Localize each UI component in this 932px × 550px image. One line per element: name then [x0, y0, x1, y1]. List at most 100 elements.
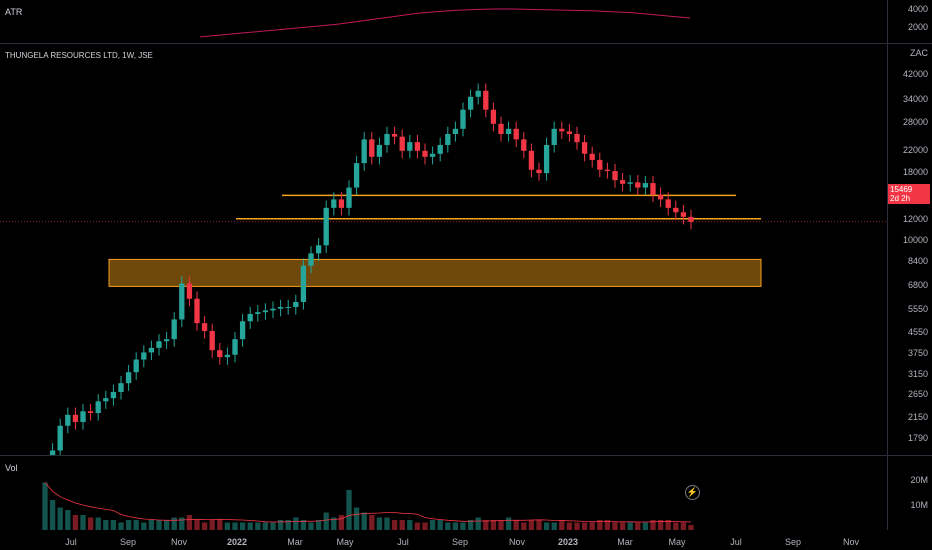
volume-bar — [232, 522, 238, 530]
candle-body — [300, 265, 307, 302]
candle-body — [536, 169, 542, 174]
candle-body — [232, 339, 238, 355]
volume-bar — [285, 520, 291, 530]
candle-body — [65, 414, 71, 426]
candle-body — [194, 298, 200, 324]
candle-body — [627, 182, 633, 184]
volume-bar — [467, 520, 474, 530]
symbol-title: THUNGELA RESOURCES LTD, 1W, JSE — [5, 51, 153, 60]
demand-zone — [108, 258, 762, 287]
candle — [72, 407, 79, 430]
candle-body — [688, 216, 694, 222]
candle-body — [574, 134, 580, 143]
volume-bar — [452, 522, 459, 530]
candle — [604, 162, 611, 179]
candle-body — [429, 153, 436, 157]
candle-body — [369, 139, 375, 157]
candle — [422, 143, 428, 165]
volume-bar — [650, 520, 656, 530]
volume-bar — [247, 522, 253, 530]
volume-bar — [612, 522, 618, 530]
price-tick: 2150 — [907, 412, 928, 422]
candle — [566, 124, 573, 142]
atr-chart — [199, 8, 691, 38]
pane-separator[interactable] — [0, 455, 932, 456]
candle — [163, 331, 170, 349]
volume-bar — [308, 522, 314, 530]
candle — [300, 258, 307, 310]
candle-body — [323, 207, 329, 246]
candle — [323, 200, 329, 253]
volume-bar — [376, 517, 383, 530]
volume-bar — [604, 520, 611, 530]
candle-body — [521, 139, 527, 151]
currency-label: ZAC — [910, 48, 928, 58]
candle — [179, 276, 185, 328]
date-tick: Jul — [730, 537, 742, 547]
volume-bar — [57, 507, 63, 530]
candle — [467, 89, 474, 118]
volume-bar — [597, 520, 603, 530]
candle — [490, 102, 497, 132]
volume-tick: 20M — [910, 475, 928, 485]
price-tick: 5550 — [907, 304, 928, 314]
candle — [574, 126, 580, 150]
candle-body — [581, 142, 588, 154]
volume-bar — [673, 522, 679, 530]
candle-body — [414, 142, 421, 151]
pane-separator[interactable] — [0, 43, 932, 44]
candle-body — [179, 283, 185, 320]
candle-body — [171, 319, 177, 340]
price-axis[interactable]: ZAC 42000 34000 28000 22000 18000 12000 … — [887, 44, 932, 455]
volume-bar — [361, 512, 367, 530]
candle — [543, 137, 550, 181]
candle-body — [338, 199, 345, 208]
candle-body — [452, 128, 459, 135]
candle-body — [657, 194, 664, 200]
volume-bar — [528, 520, 535, 530]
price-tick: 4550 — [907, 327, 928, 337]
price-tick: 28000 — [902, 117, 928, 127]
volume-bar — [346, 490, 352, 530]
candle — [391, 126, 398, 145]
volume-bar — [277, 520, 284, 530]
candle-body — [399, 136, 405, 151]
price-tick: 12000 — [902, 214, 928, 224]
candle-body — [475, 90, 481, 97]
candle-body — [247, 313, 253, 322]
volume-bar — [171, 517, 177, 530]
candle-body — [589, 153, 595, 160]
volume-bar — [293, 517, 299, 530]
candle-body — [87, 411, 94, 414]
price-tick: 1790 — [907, 433, 928, 443]
candle — [505, 121, 512, 142]
candle — [657, 187, 664, 207]
candle-body — [604, 169, 611, 172]
volume-label: Vol — [5, 463, 18, 473]
volume-bar — [521, 522, 527, 530]
volume-bar — [483, 520, 489, 530]
lightning-icon[interactable]: ⚡ — [685, 485, 700, 500]
volume-bar — [315, 520, 322, 530]
candle — [80, 404, 86, 430]
volume-bar — [141, 522, 147, 530]
volume-bar — [80, 515, 86, 530]
candle — [460, 102, 466, 137]
candle-body — [422, 150, 428, 157]
candle-body — [559, 128, 565, 132]
date-tick: Sep — [784, 537, 802, 547]
candle — [688, 209, 694, 230]
price-pane: THUNGELA RESOURCES LTD, 1W, JSE ZAC 4200… — [0, 44, 932, 500]
volume-bar — [72, 515, 79, 530]
candle — [315, 238, 322, 261]
candle-body — [528, 150, 535, 170]
candle-body — [460, 109, 466, 129]
candle — [445, 126, 451, 153]
candle — [353, 155, 360, 196]
candle-body — [513, 128, 519, 140]
volume-bar — [589, 522, 595, 530]
price-tick: 6800 — [907, 280, 928, 290]
candle-body — [293, 301, 299, 308]
candle — [247, 306, 253, 329]
price-chart[interactable] — [0, 44, 888, 455]
